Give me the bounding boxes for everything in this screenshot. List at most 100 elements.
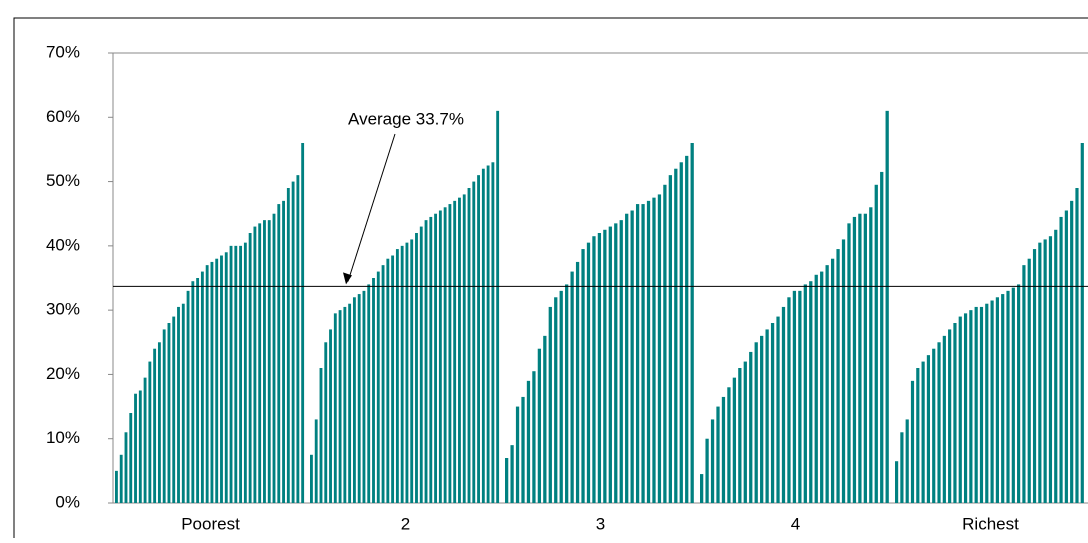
bar	[148, 361, 152, 503]
bar	[776, 316, 780, 503]
bar	[215, 258, 219, 503]
bar	[705, 438, 709, 503]
bar	[814, 274, 818, 503]
bar	[282, 200, 285, 503]
bar	[554, 297, 558, 503]
bar	[253, 226, 257, 504]
bar	[663, 184, 667, 504]
bar	[481, 168, 485, 503]
bar	[1011, 287, 1015, 503]
bar	[200, 271, 204, 503]
y-tick-label: 20%	[46, 364, 80, 383]
bar	[234, 245, 238, 503]
bar	[979, 306, 984, 503]
bar	[272, 213, 276, 503]
bar	[267, 220, 271, 503]
bar	[985, 303, 989, 503]
bar	[575, 261, 580, 503]
bar	[338, 310, 342, 503]
x-tick-label: 3	[596, 514, 605, 533]
bar	[410, 239, 414, 503]
bar	[668, 175, 672, 503]
bar	[932, 348, 936, 503]
bar	[830, 258, 835, 503]
bar	[419, 226, 423, 504]
bar	[948, 329, 952, 503]
bar	[646, 200, 651, 503]
bar	[798, 290, 802, 503]
x-tick-label: 4	[791, 514, 800, 533]
average-label: Average 33.7%	[348, 109, 464, 128]
bar	[532, 371, 536, 503]
bar	[1001, 294, 1005, 503]
bar	[372, 278, 375, 503]
bar	[119, 454, 123, 503]
bar	[333, 313, 337, 503]
bar	[357, 294, 361, 503]
bar	[196, 278, 200, 503]
bar	[958, 316, 962, 503]
bar	[162, 329, 166, 503]
bar	[329, 329, 332, 503]
bar	[760, 335, 764, 503]
bar	[1043, 239, 1047, 503]
y-tick-label: 60%	[46, 107, 80, 126]
bar	[803, 284, 807, 503]
annotation-arrow	[347, 133, 396, 282]
bar	[586, 242, 591, 503]
bar	[153, 348, 157, 503]
bar	[820, 271, 824, 503]
bar	[319, 368, 323, 503]
bar	[510, 445, 514, 503]
bar	[243, 242, 247, 503]
bar	[138, 390, 142, 503]
x-tick-label: Poorest	[181, 514, 240, 533]
bar	[974, 306, 978, 503]
bar	[738, 368, 742, 503]
bar	[674, 168, 678, 503]
bar	[224, 252, 228, 503]
bar	[124, 432, 128, 503]
bar	[963, 313, 968, 503]
bar	[548, 306, 552, 503]
bar	[858, 213, 862, 503]
bar	[429, 216, 433, 503]
bar	[781, 306, 786, 503]
bar	[205, 265, 209, 503]
bar	[395, 249, 399, 503]
bar	[434, 213, 438, 503]
bar	[969, 310, 973, 503]
bar	[1075, 188, 1079, 503]
bar	[885, 110, 889, 503]
bar	[592, 236, 596, 503]
bar	[239, 245, 243, 503]
y-tick-label: 30%	[46, 300, 80, 319]
bar	[953, 323, 957, 503]
bar	[679, 162, 683, 504]
bar	[847, 223, 851, 503]
arrow-head	[343, 272, 352, 285]
bar	[880, 171, 884, 503]
bar	[710, 419, 715, 503]
bar	[749, 351, 753, 503]
bar	[314, 419, 318, 503]
bar	[1017, 284, 1021, 503]
bar	[916, 368, 920, 503]
bar	[438, 210, 442, 503]
bar	[825, 265, 829, 503]
bar	[352, 297, 356, 503]
bar	[1032, 249, 1037, 503]
bar	[443, 207, 447, 504]
bar	[910, 380, 915, 503]
bar	[863, 213, 867, 503]
y-tick-label: 10%	[46, 428, 80, 447]
bar	[324, 342, 328, 503]
bar	[134, 393, 137, 503]
bar	[543, 335, 547, 503]
bar	[990, 300, 994, 503]
bar	[619, 220, 623, 503]
bar	[177, 306, 180, 503]
bar	[301, 143, 305, 503]
bar	[400, 245, 404, 503]
